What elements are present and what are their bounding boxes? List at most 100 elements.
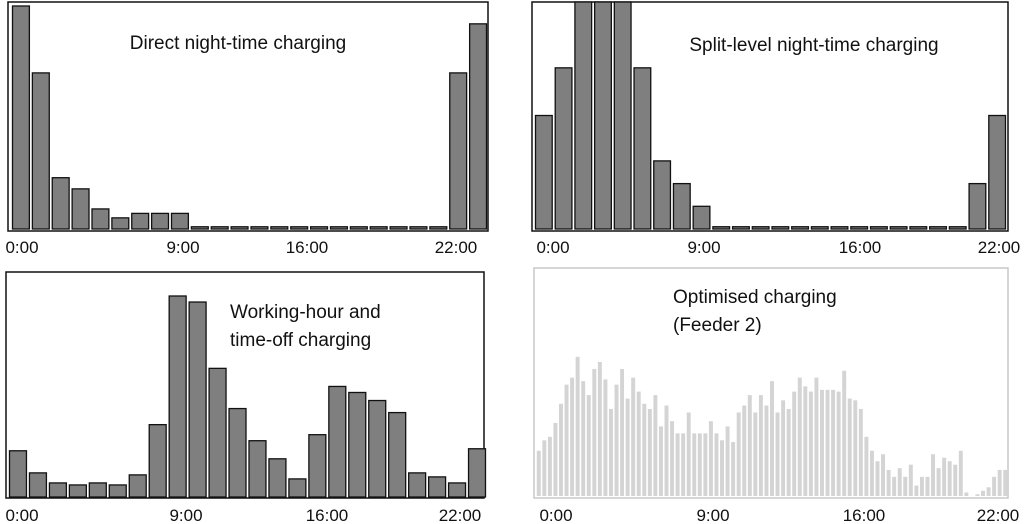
chart-3-bar-2 (48, 482, 68, 498)
chart-4-bar-34 (725, 426, 730, 496)
chart-3-frame (5, 271, 485, 499)
chart-4-bar-37 (742, 405, 747, 496)
chart-4-bar-45 (786, 409, 791, 496)
chart-4-bar-2 (547, 436, 552, 496)
chart-4-bar-27 (686, 412, 691, 496)
chart-3-bar-1 (28, 472, 48, 498)
chart-4-bar-72 (936, 468, 941, 496)
chart-3-tick-2: 16:00 (306, 506, 349, 524)
chart-1-bar-8 (170, 212, 190, 230)
chart-4-bar-11 (597, 362, 602, 496)
chart-3-bar-5 (108, 484, 127, 498)
chart-4-bar-80 (981, 490, 985, 496)
chart-4-bar-60 (869, 450, 874, 496)
chart-4-bar-0 (536, 450, 541, 496)
chart-1-bar-4 (91, 208, 110, 230)
chart-4-bar-64 (892, 476, 897, 496)
chart-3-bar-13 (268, 458, 287, 498)
chart-4-bar-10 (592, 368, 597, 496)
chart-3-tick-3: 22:00 (439, 506, 482, 524)
chart-4-bar-7 (575, 356, 580, 496)
chart-4-bar-3 (553, 422, 558, 496)
chart-1-bar-22 (449, 72, 468, 230)
chart-4-bar-43 (775, 412, 780, 496)
chart-4-bar-61 (875, 461, 880, 496)
chart-2-bar-18 (889, 226, 908, 230)
chart-3-bar-11 (228, 407, 247, 498)
chart-4-bar-42 (770, 381, 774, 496)
chart-4-bar-70 (925, 476, 930, 496)
chart-2-title: Split-level night-time charging (689, 35, 938, 56)
chart-2-bar-20 (929, 226, 948, 230)
chart-4-bar-40 (758, 395, 763, 496)
chart-4-tick-3: 22:00 (977, 506, 1020, 524)
chart-4-bar-66 (903, 476, 908, 496)
chart-4-bar-77 (964, 492, 969, 496)
chart-2-bar-0 (534, 114, 553, 230)
chart-4-bar-8 (581, 381, 586, 496)
chart-4-bar-65 (897, 468, 902, 496)
chart-2-bar-5 (633, 67, 652, 230)
chart-4-bar-56 (847, 398, 852, 496)
chart-2-bar-11 (751, 226, 770, 230)
chart-3-bar-20 (408, 472, 427, 498)
chart-4-bar-68 (914, 485, 919, 496)
chart-3-tick-0: 0:00 (5, 506, 38, 524)
chart-4-bar-25 (675, 433, 680, 496)
chart-1-bar-13 (270, 226, 289, 230)
chart-2-bar-12 (771, 226, 790, 230)
chart-4-bar-28 (692, 433, 697, 496)
chart-4-bar-23 (664, 405, 669, 496)
chart-1-bar-6 (131, 212, 150, 230)
chart-4-bar-76 (958, 450, 963, 496)
chart-4-bar-5 (564, 384, 569, 496)
chart-4-bar-48 (803, 386, 808, 496)
chart-optimised-feeder-2: Optimised charging (Feeder 2) 0:00 9:00 … (533, 267, 1020, 524)
chart-4-bar-32 (714, 433, 719, 496)
chart-4-bar-82 (992, 476, 997, 496)
chart-4-title: Optimised charging (Feeder 2) (673, 287, 842, 336)
chart-4-tick-1: 9:00 (696, 506, 729, 524)
chart-3-bar-0 (8, 450, 28, 498)
chart-1-tick-3: 22:00 (435, 238, 478, 257)
chart-2-bar-16 (850, 226, 869, 230)
chart-1-bar-0 (11, 5, 31, 230)
chart-4-bar-21 (653, 395, 658, 496)
chart-4-bar-13 (608, 409, 613, 496)
chart-2-bar-9 (712, 226, 731, 230)
chart-1-title: Direct night-time charging (130, 33, 346, 54)
chart-2-bar-6 (653, 160, 672, 230)
chart-4-bar-18 (636, 391, 641, 496)
chart-4-bar-59 (864, 436, 869, 496)
chart-4-bar-9 (586, 395, 591, 496)
chart-1-bar-18 (369, 226, 388, 230)
chart-1-bar-9 (190, 226, 209, 230)
chart-4-bar-75 (953, 464, 958, 496)
chart-4-bar-44 (781, 400, 786, 496)
chart-2-tick-3: 22:00 (978, 238, 1021, 257)
chart-4-bar-33 (720, 440, 724, 496)
chart-4-bar-36 (736, 412, 741, 496)
chart-2-bar-1 (554, 67, 573, 230)
chart-4-bar-55 (842, 370, 847, 496)
chart-4-bar-81 (986, 487, 991, 496)
chart-4-bar-54 (836, 391, 841, 496)
chart-4-bar-1 (542, 440, 547, 496)
chart-4-frame (533, 267, 1009, 499)
chart-3-bar-12 (248, 440, 267, 498)
chart-4-bar-58 (858, 409, 863, 496)
chart-2-bar-22 (968, 182, 987, 230)
chart-4-bar-79 (975, 494, 980, 496)
chart-4-bar-35 (731, 442, 736, 496)
chart-3-title: Working-hour and time-off charging (230, 302, 386, 351)
chart-1-bar-23 (468, 23, 488, 230)
chart-4-bar-26 (681, 433, 686, 496)
chart-2-bar-14 (810, 226, 829, 230)
chart-2-bar-13 (791, 226, 810, 230)
chart-2-tick-1: 9:00 (687, 238, 720, 257)
chart-4-bar-51 (820, 389, 824, 496)
chart-4-bar-50 (814, 377, 819, 496)
chart-1-bar-5 (111, 217, 130, 230)
chart-direct-night-time: Direct night-time charging 0:00 9:00 16:… (5, 1, 489, 257)
chart-3-bar-17 (348, 391, 367, 498)
